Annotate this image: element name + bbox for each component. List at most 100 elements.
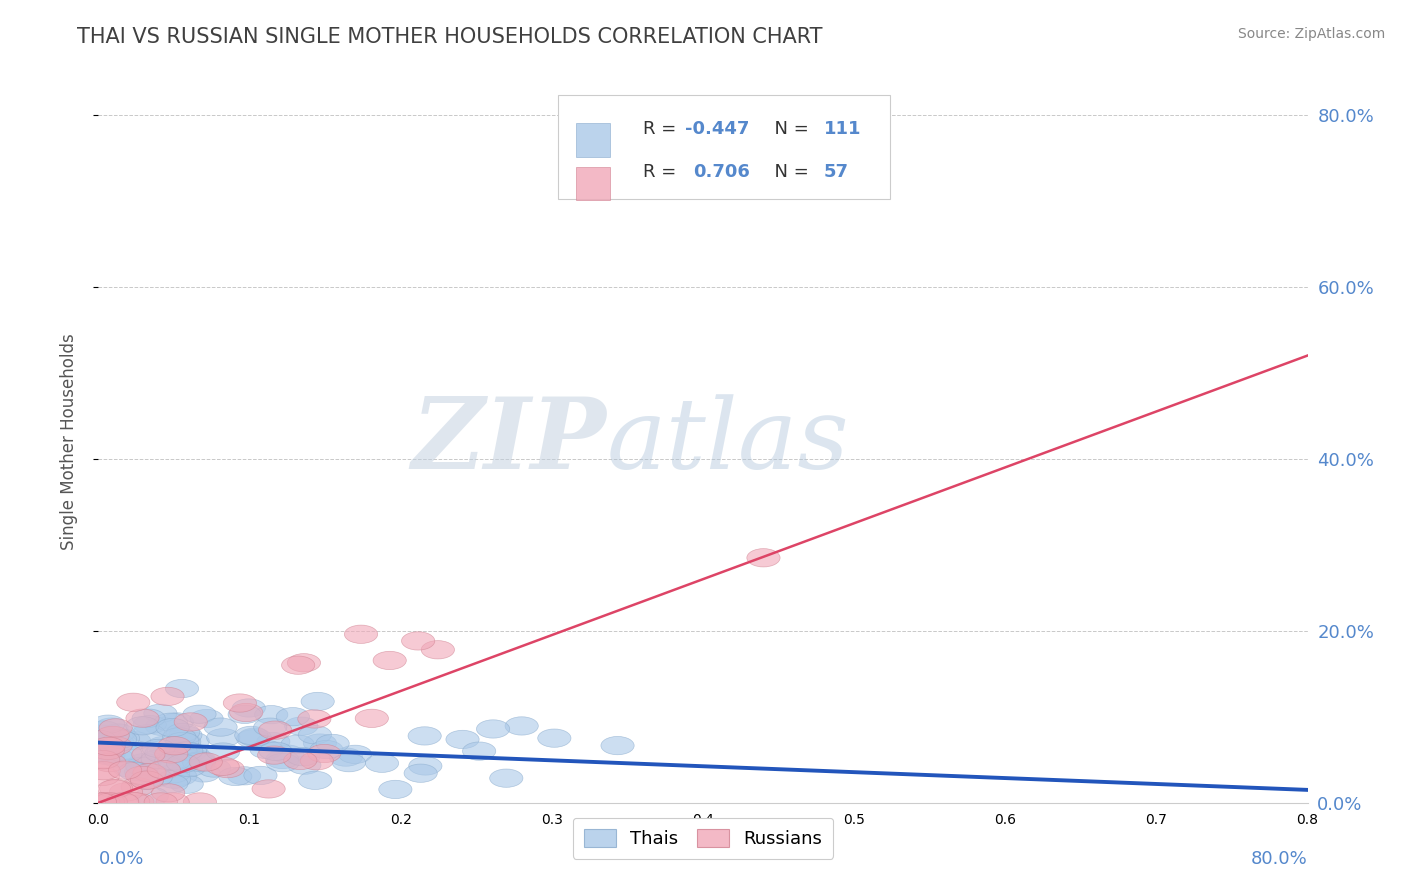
Ellipse shape: [121, 778, 155, 796]
Ellipse shape: [155, 774, 188, 793]
Ellipse shape: [143, 793, 177, 811]
Ellipse shape: [224, 694, 256, 712]
Ellipse shape: [266, 750, 299, 769]
Ellipse shape: [87, 793, 121, 811]
Ellipse shape: [190, 753, 222, 771]
Ellipse shape: [176, 732, 209, 750]
Ellipse shape: [207, 757, 239, 775]
Ellipse shape: [110, 783, 142, 801]
Ellipse shape: [148, 761, 180, 779]
Ellipse shape: [402, 632, 434, 650]
Ellipse shape: [83, 793, 117, 811]
Ellipse shape: [165, 742, 197, 760]
Ellipse shape: [101, 724, 135, 742]
Ellipse shape: [105, 793, 139, 811]
FancyBboxPatch shape: [576, 167, 610, 201]
Ellipse shape: [143, 704, 177, 723]
Ellipse shape: [134, 715, 166, 734]
Ellipse shape: [121, 793, 155, 811]
Ellipse shape: [155, 745, 188, 763]
Ellipse shape: [142, 739, 176, 757]
Ellipse shape: [87, 762, 121, 780]
Ellipse shape: [96, 718, 128, 736]
Ellipse shape: [96, 726, 129, 745]
Ellipse shape: [101, 749, 135, 767]
Ellipse shape: [301, 692, 335, 711]
Ellipse shape: [157, 737, 191, 755]
Ellipse shape: [127, 709, 159, 727]
Ellipse shape: [298, 725, 332, 744]
Ellipse shape: [108, 745, 142, 763]
Ellipse shape: [141, 750, 174, 769]
Ellipse shape: [344, 625, 378, 643]
Ellipse shape: [183, 705, 217, 723]
Ellipse shape: [91, 737, 125, 756]
Ellipse shape: [125, 757, 159, 775]
Ellipse shape: [155, 752, 188, 770]
Ellipse shape: [270, 745, 304, 764]
Ellipse shape: [183, 793, 217, 811]
Ellipse shape: [228, 767, 260, 785]
Text: THAI VS RUSSIAN SINGLE MOTHER HOUSEHOLDS CORRELATION CHART: THAI VS RUSSIAN SINGLE MOTHER HOUSEHOLDS…: [77, 27, 823, 46]
Text: -0.447: -0.447: [685, 120, 749, 137]
Ellipse shape: [131, 771, 163, 789]
Ellipse shape: [104, 730, 136, 748]
Ellipse shape: [114, 742, 148, 760]
Ellipse shape: [148, 737, 180, 755]
Ellipse shape: [187, 764, 221, 782]
Ellipse shape: [204, 718, 238, 736]
Ellipse shape: [100, 780, 132, 797]
Ellipse shape: [250, 740, 283, 758]
Ellipse shape: [232, 698, 266, 717]
Ellipse shape: [207, 729, 240, 747]
Ellipse shape: [211, 759, 245, 778]
Text: N =: N =: [763, 163, 815, 181]
Ellipse shape: [174, 713, 208, 731]
Ellipse shape: [404, 764, 437, 782]
Ellipse shape: [235, 726, 269, 745]
Ellipse shape: [107, 730, 139, 747]
Ellipse shape: [94, 793, 128, 811]
Ellipse shape: [170, 742, 202, 760]
Ellipse shape: [308, 744, 340, 763]
Ellipse shape: [166, 680, 198, 698]
Ellipse shape: [243, 766, 277, 785]
Ellipse shape: [266, 754, 299, 772]
Ellipse shape: [366, 754, 399, 772]
Ellipse shape: [252, 780, 285, 798]
Ellipse shape: [254, 706, 288, 723]
Ellipse shape: [156, 764, 190, 783]
FancyBboxPatch shape: [558, 95, 890, 200]
Ellipse shape: [257, 732, 290, 751]
FancyBboxPatch shape: [576, 123, 610, 157]
Ellipse shape: [166, 723, 200, 741]
Ellipse shape: [132, 709, 166, 727]
Ellipse shape: [378, 780, 412, 798]
Ellipse shape: [139, 768, 173, 787]
Ellipse shape: [259, 721, 292, 739]
Ellipse shape: [288, 756, 321, 774]
Ellipse shape: [276, 707, 309, 726]
Ellipse shape: [332, 754, 366, 772]
Ellipse shape: [156, 718, 190, 737]
Ellipse shape: [259, 742, 292, 760]
Ellipse shape: [98, 719, 132, 737]
Ellipse shape: [176, 746, 209, 764]
Ellipse shape: [125, 766, 159, 785]
Ellipse shape: [298, 772, 332, 789]
Ellipse shape: [86, 725, 118, 743]
Ellipse shape: [257, 746, 291, 764]
Ellipse shape: [236, 730, 270, 748]
Ellipse shape: [183, 750, 217, 769]
Ellipse shape: [163, 728, 195, 746]
Ellipse shape: [117, 693, 150, 712]
Ellipse shape: [93, 734, 127, 753]
Ellipse shape: [287, 654, 321, 672]
Ellipse shape: [101, 733, 134, 752]
Ellipse shape: [190, 709, 224, 728]
Ellipse shape: [207, 743, 239, 761]
Text: 111: 111: [824, 120, 862, 137]
Ellipse shape: [301, 752, 333, 770]
Ellipse shape: [183, 753, 215, 772]
Ellipse shape: [298, 710, 330, 728]
